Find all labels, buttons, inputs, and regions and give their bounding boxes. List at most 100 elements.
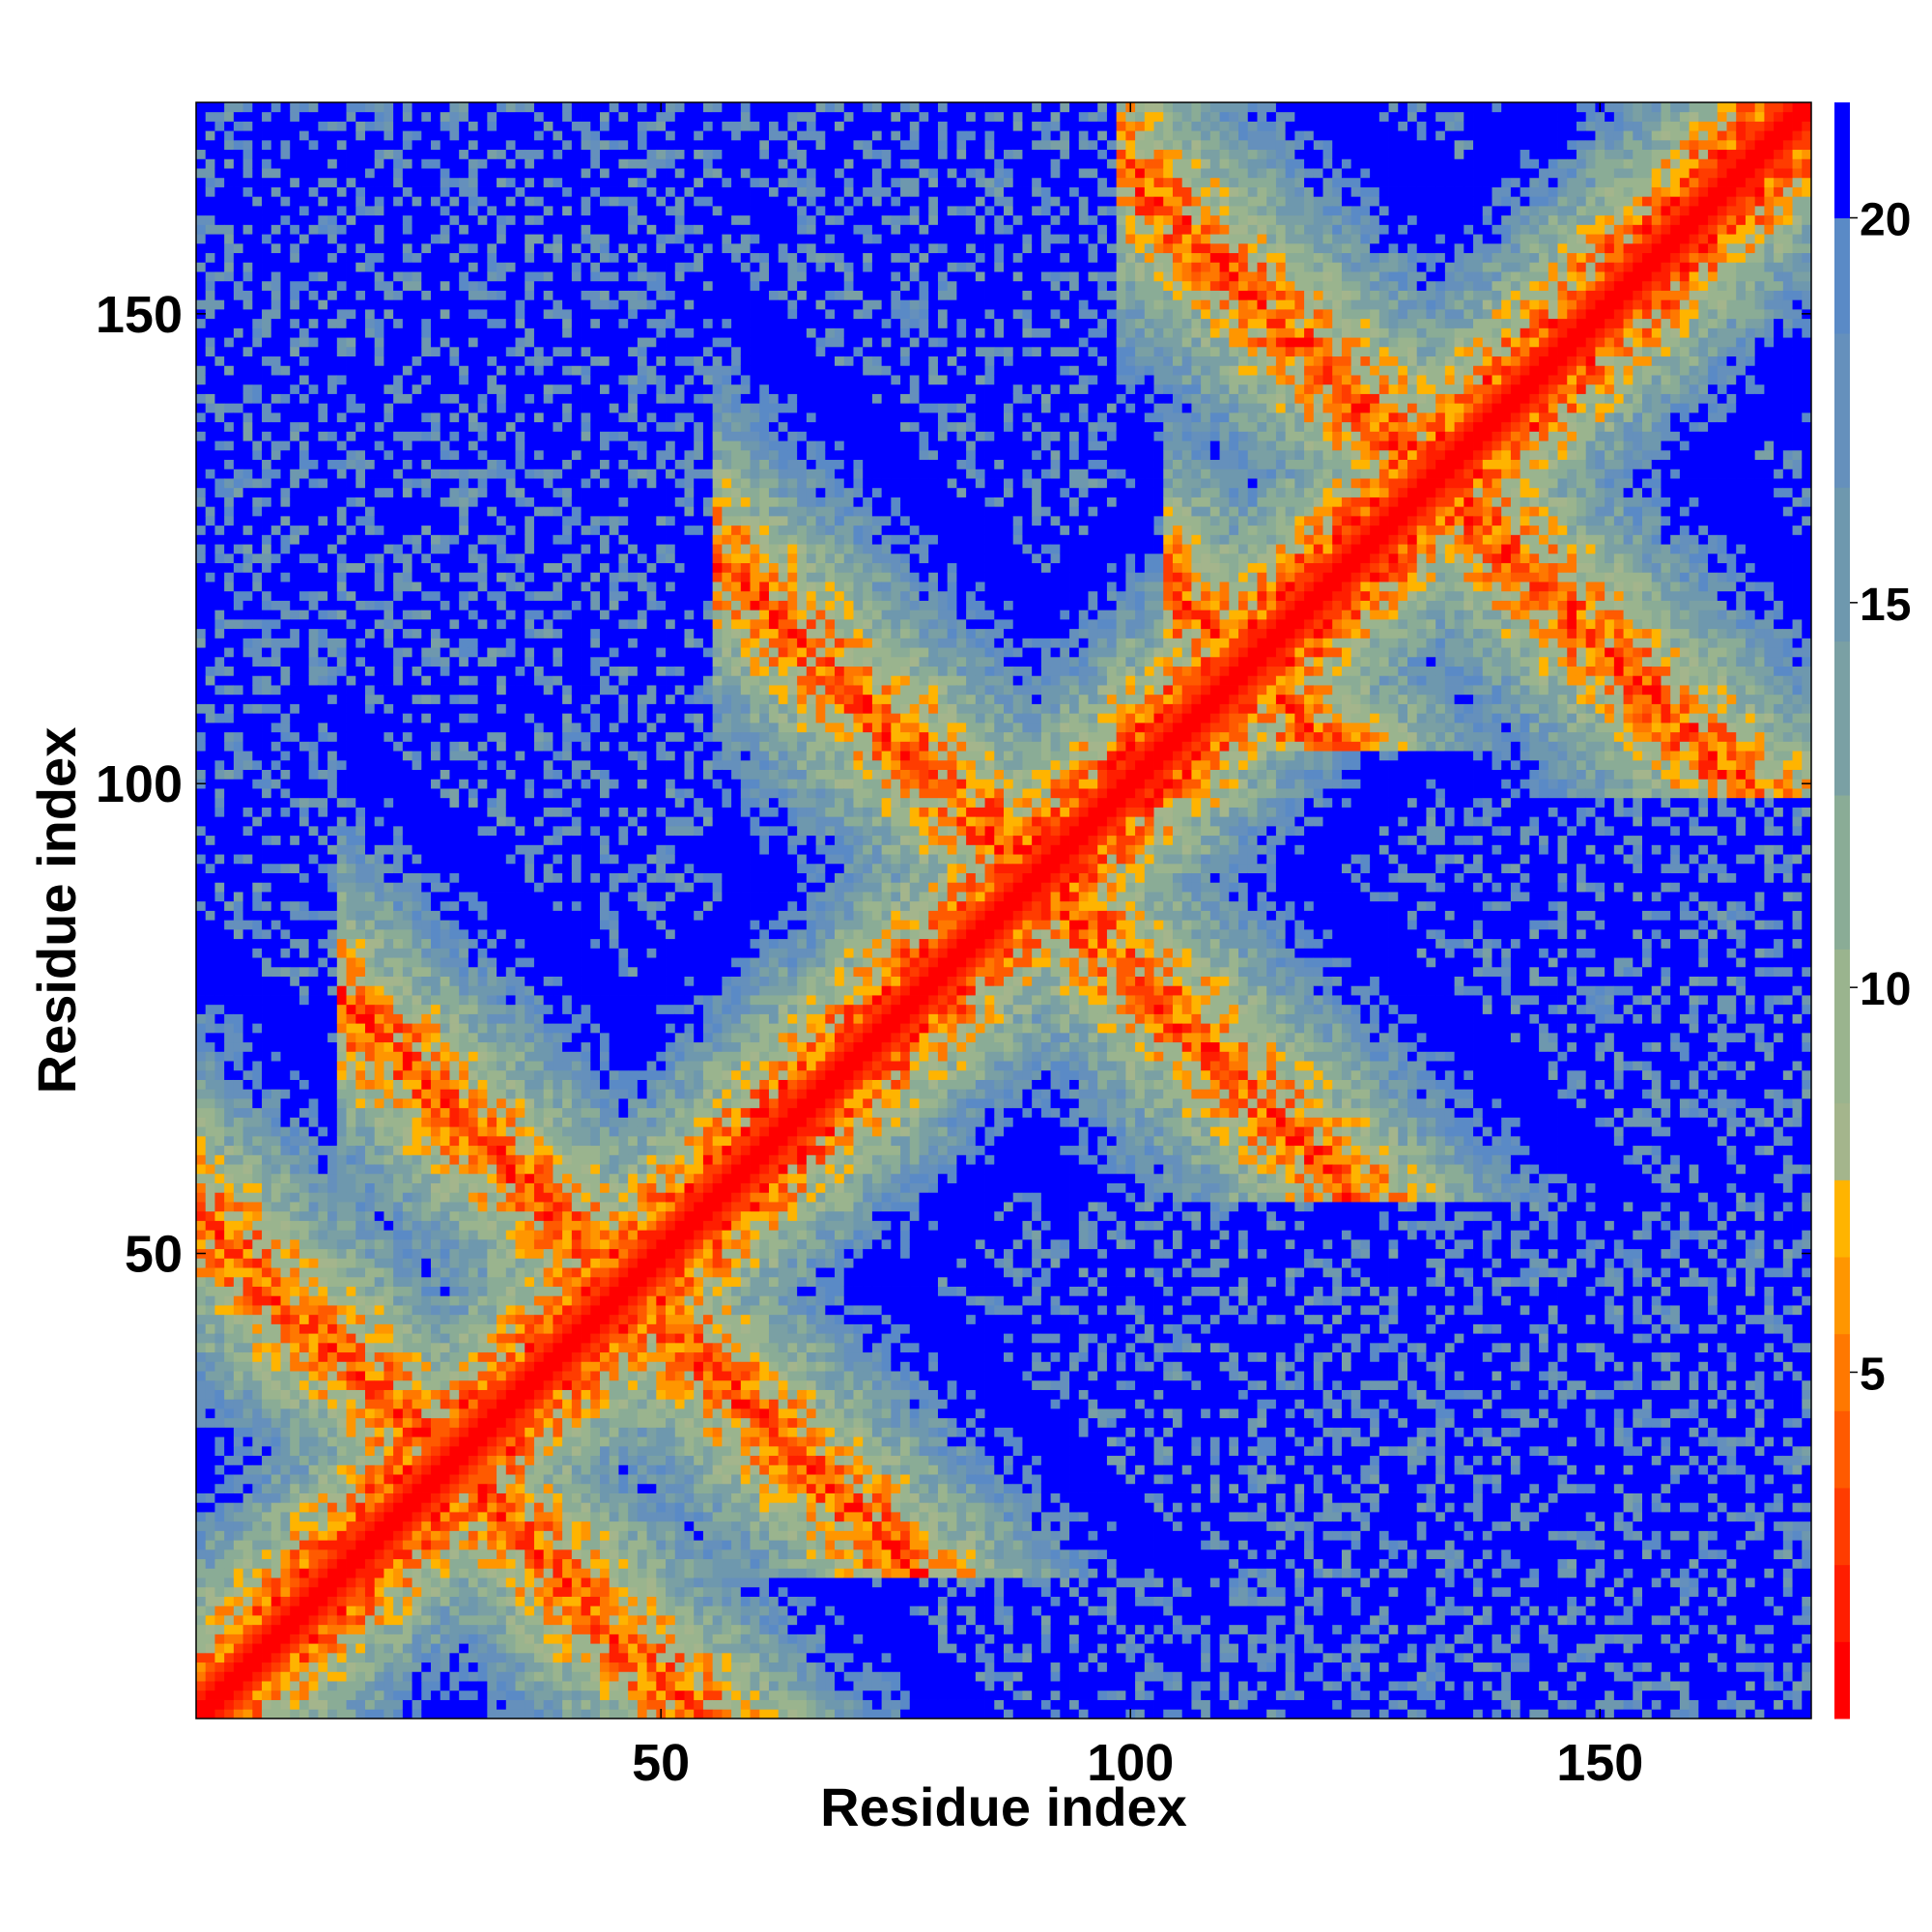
heatmap-cell [364,600,376,611]
heatmap-cell [290,1173,300,1183]
heatmap-cell [431,590,441,601]
heatmap-cell [431,1709,441,1719]
heatmap-cell [308,1436,319,1447]
heatmap-cell [459,1586,469,1597]
heatmap-cell [205,582,215,592]
heatmap-cell [459,149,469,159]
heatmap-cell [449,1699,460,1710]
heatmap-cell [402,872,412,883]
heatmap-cell [336,1540,347,1550]
heatmap-cell [355,1427,366,1437]
heatmap-cell [421,1135,432,1147]
heatmap-cell [355,1323,366,1334]
heatmap-cell [459,1032,469,1043]
heatmap-cell [252,863,263,873]
heatmap-cell [214,1596,225,1606]
heatmap-cell [280,346,291,357]
heatmap-cell [412,515,422,526]
heatmap-cell [224,449,235,461]
heatmap-cell [308,1351,319,1362]
heatmap-cell [431,1107,441,1118]
heatmap-cell [336,459,347,469]
heatmap-cell [336,928,347,940]
heatmap-cell [364,121,376,131]
heatmap-cell [431,638,441,648]
heatmap-cell [214,1032,225,1043]
heatmap-cell [308,759,319,770]
heatmap-cell [262,478,272,489]
heatmap-cell [355,1061,366,1071]
heatmap-cell [355,1192,366,1203]
heatmap-cell [364,1051,376,1062]
heatmap-cell [336,1379,347,1390]
heatmap-cell [355,421,366,432]
heatmap-cell [384,1615,394,1626]
heatmap-cell [298,1530,310,1541]
heatmap-cell [449,1492,460,1503]
heatmap-cell [318,1286,328,1296]
heatmap-cell [364,525,376,535]
heatmap-cell [459,1238,469,1250]
heatmap-cell [205,1445,215,1457]
heatmap-cell [374,1643,384,1654]
heatmap-cell [421,355,432,366]
heatmap-cell [393,562,404,573]
heatmap-cell [393,1699,404,1710]
heatmap-cell [421,703,432,714]
heatmap-cell [270,1605,281,1616]
heatmap-cell [233,863,243,873]
heatmap-cell [270,469,281,479]
heatmap-cell [440,111,450,122]
heatmap-cell [431,751,441,761]
heatmap-cell [402,308,412,320]
heatmap-cell [374,788,384,799]
heatmap-cell [214,478,225,489]
heatmap-cell [393,299,404,310]
heatmap-cell [449,449,460,461]
heatmap-cell [308,590,319,601]
heatmap-cell [393,816,404,827]
heatmap-cell [298,403,310,413]
heatmap-cell [346,638,356,648]
heatmap-cell [393,186,404,197]
heatmap-cell [412,1323,422,1334]
heatmap-cell [355,751,366,761]
heatmap-cell [402,318,412,328]
heatmap-cell [364,1286,376,1296]
heatmap-cell [374,205,384,216]
heatmap-cell [280,544,291,554]
heatmap-cell [318,1126,328,1137]
heatmap-cell [224,656,235,668]
heatmap-cell [459,130,469,141]
heatmap-cell [402,920,412,930]
heatmap-cell [280,440,291,451]
heatmap-cell [308,948,319,958]
heatmap-cell [290,1220,300,1231]
heatmap-cell [384,1474,394,1485]
heatmap-cell [374,365,384,376]
heatmap-cell [280,308,291,320]
heatmap-cell [318,1690,328,1700]
heatmap-cell [421,534,432,545]
heatmap-cell [402,196,412,207]
heatmap-cell [318,327,328,338]
heatmap-cell [412,1154,422,1165]
heatmap-cell [327,1577,338,1588]
heatmap-cell [214,1436,225,1447]
heatmap-cell [440,431,450,441]
heatmap-cell [431,1652,441,1663]
heatmap-cell [214,1615,225,1626]
heatmap-cell [346,582,356,592]
heatmap-cell [242,1023,253,1034]
heatmap-cell [242,938,253,949]
heatmap-cell [384,1379,394,1390]
heatmap-cell [431,600,441,611]
heatmap-cell [336,948,347,958]
heatmap-cell [327,1361,338,1372]
heatmap-cell [384,976,394,986]
heatmap-cell [449,1286,460,1296]
heatmap-cell [252,346,263,357]
heatmap-cell [298,1436,310,1447]
heatmap-cell [196,1098,207,1109]
heatmap-cell [402,205,412,216]
